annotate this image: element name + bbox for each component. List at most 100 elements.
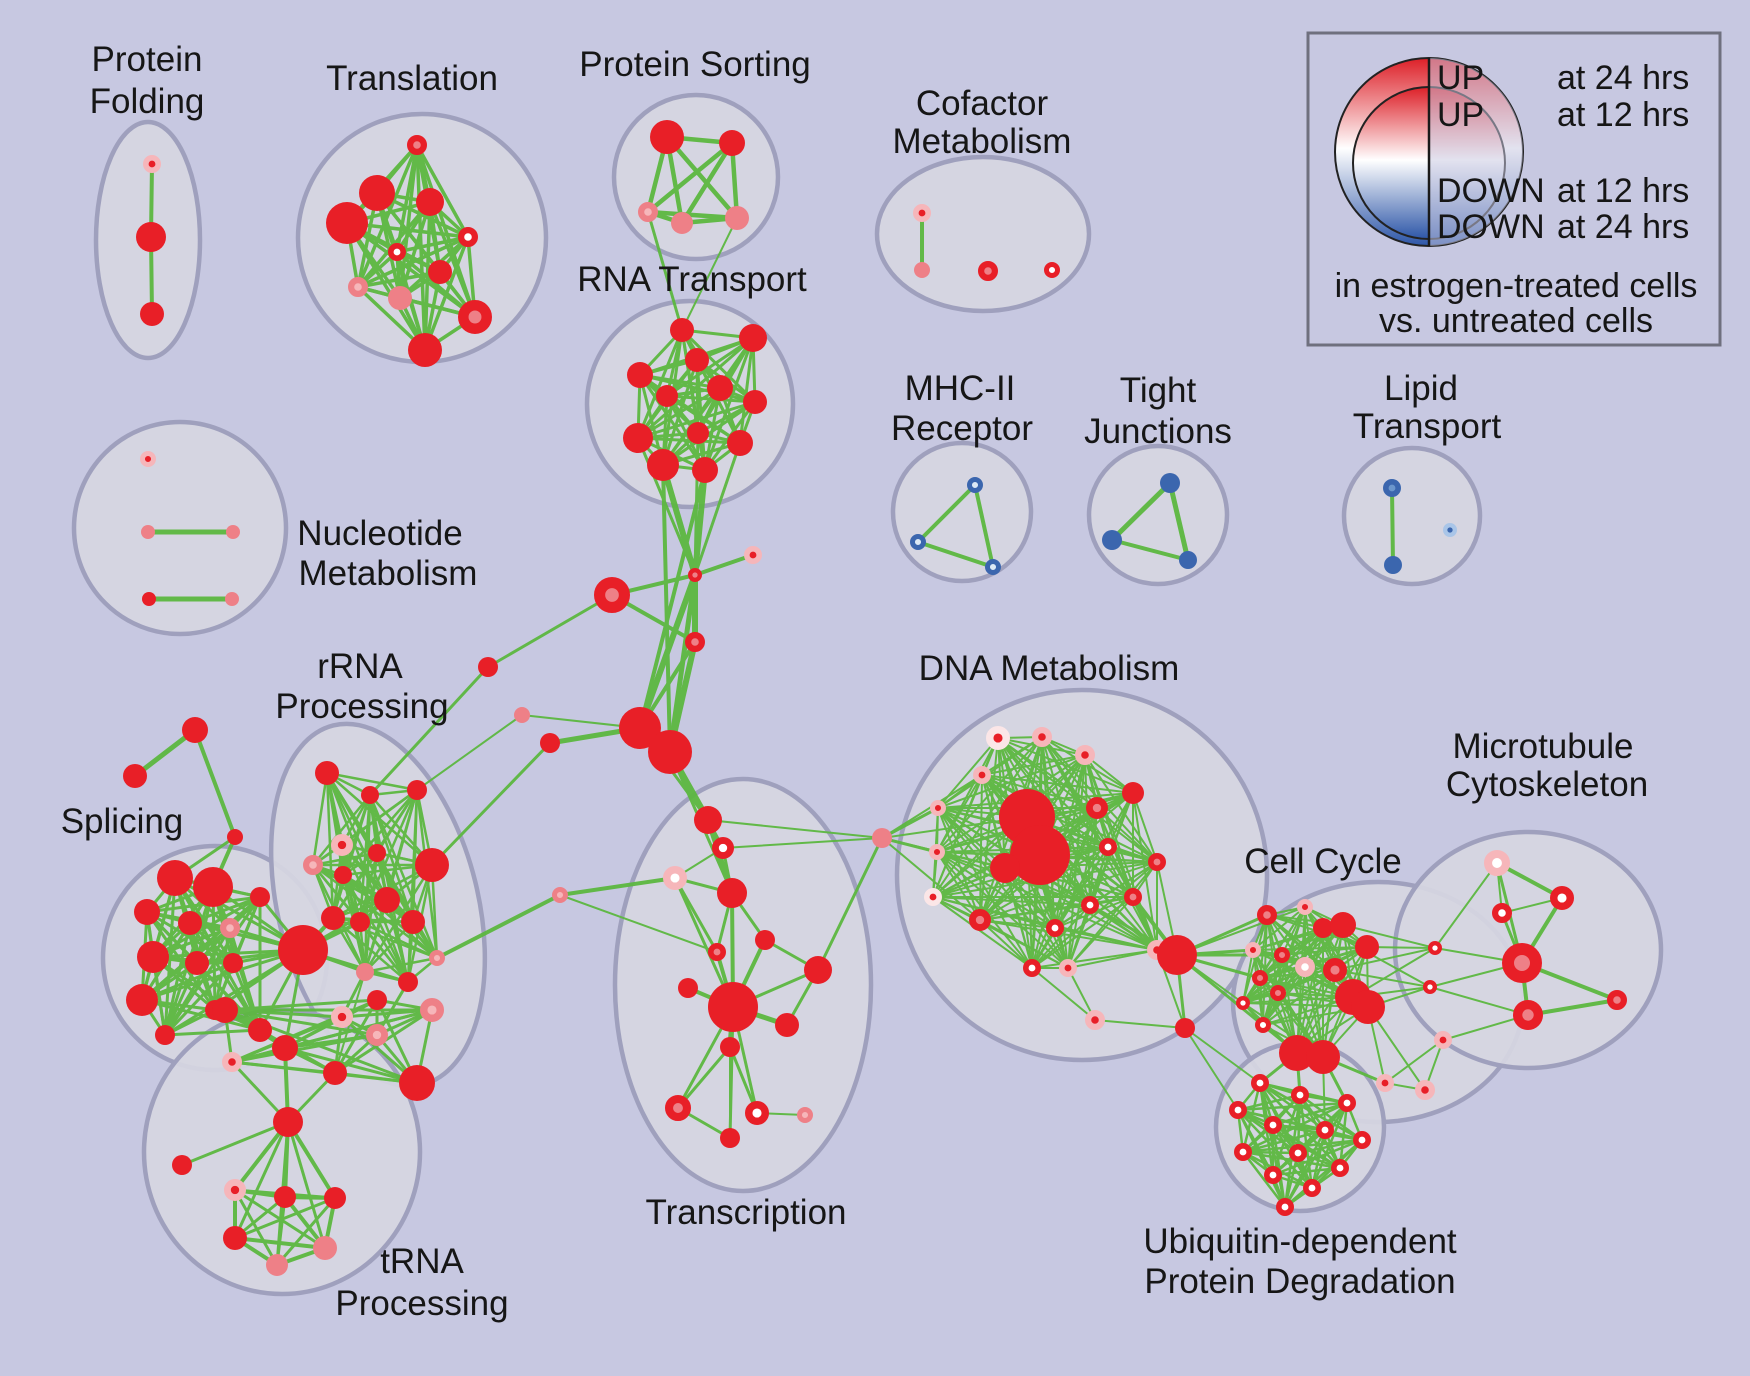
transcription-edge <box>707 819 883 839</box>
cell-cycle-edge <box>1281 946 1368 956</box>
cell-cycle-edge <box>1252 906 1306 951</box>
ubiquitin-degradation-node <box>1276 1198 1295 1217</box>
translation-node <box>326 202 368 244</box>
translation-node <box>457 299 492 334</box>
rrna-processing-node <box>398 972 418 992</box>
microtubule-cytoskeleton-edge <box>1526 998 1619 1017</box>
protein-folding-node <box>136 222 166 252</box>
cell-cycle-edge <box>1242 966 1306 1004</box>
microtubule-cytoskeleton-node <box>1376 1074 1395 1093</box>
rrna-trna-bridge-node <box>420 997 445 1022</box>
microtubule-cytoskeleton-node <box>1428 940 1443 955</box>
translation-node <box>388 242 407 261</box>
translation-node <box>407 135 428 156</box>
bridge-edge <box>368 665 490 797</box>
dna-metabolism-node <box>1081 895 1100 914</box>
trna-processing-node <box>324 1187 346 1209</box>
dna-south-node <box>1084 1009 1105 1030</box>
ubiquitin-degradation-edge <box>1271 1123 1287 1209</box>
dna-metabolism-edge <box>936 736 1043 853</box>
splicing-edge <box>163 895 262 1037</box>
cell-cycle-node <box>1269 984 1286 1001</box>
cell-cycle-node <box>1294 956 1315 977</box>
rna-transport-edge <box>703 386 722 472</box>
mhc-ii-receptor-node <box>966 477 983 494</box>
central-hub-node <box>594 577 631 614</box>
cluster-bubble-nucleotide-metabolism <box>71 419 289 637</box>
rna-transport-edge <box>665 394 757 404</box>
dna-metabolism-edge <box>932 896 1033 969</box>
central-hub-node <box>619 707 661 749</box>
trna-processing-edge <box>233 1120 290 1240</box>
transcription-node <box>720 1128 740 1148</box>
rrna-processing-edge <box>368 793 439 960</box>
cluster-label-processing: Processing <box>335 1284 508 1323</box>
dna-metabolism-node <box>929 799 946 816</box>
dna-metabolism-edge <box>1054 927 1158 951</box>
cluster-label-ubiquitin-dependent: Ubiquitin-dependent <box>1143 1222 1457 1261</box>
ubiquitin-degradation-edge <box>1271 1138 1364 1177</box>
transcription-edge <box>676 1045 732 1110</box>
splicing-edge <box>151 948 305 959</box>
bridge-edge <box>1094 1019 1186 1029</box>
microtubule-cytoskeleton-edge <box>1429 986 1529 1016</box>
splicing-edge <box>163 948 305 1037</box>
cluster-label-translation: Translation <box>326 59 498 98</box>
bridge-edge <box>661 463 672 754</box>
rrna-processing-edge <box>358 851 379 924</box>
ubiquitin-degradation-node <box>1316 1121 1335 1140</box>
transcription-node <box>694 806 722 834</box>
transcription-node <box>717 878 747 908</box>
tight-junctions-node <box>1179 551 1197 569</box>
rna-transport-edge <box>665 394 742 445</box>
trna-processing-node <box>313 1236 337 1260</box>
rna-transport-node <box>692 457 718 483</box>
bridge-edge <box>1334 947 1436 971</box>
cell-cycle-edge <box>1242 996 1354 1004</box>
cluster-label-cytoskeleton: Cytoskeleton <box>1446 765 1648 804</box>
cell-cycle-node <box>1313 918 1333 938</box>
dna-metabolism-edge <box>997 737 1134 794</box>
cluster-label-dna-metabolism: DNA Metabolism <box>919 649 1180 688</box>
dna-metabolism-node <box>1046 918 1065 937</box>
cluster-label-cell-cycle: Cell Cycle <box>1244 842 1402 881</box>
dna-metabolism-edge <box>1031 807 1098 969</box>
dna-south-node <box>1175 1018 1195 1038</box>
ubiquitin-degradation-node <box>1234 1143 1253 1162</box>
bridge-edge <box>881 837 981 921</box>
cluster-label-rna-transport: RNA Transport <box>577 260 807 299</box>
mhc-ii-receptor-edge <box>973 483 995 569</box>
rna-transport-edge <box>638 373 707 472</box>
rna-transport-node <box>656 385 678 407</box>
ubiquitin-degradation-node <box>1264 1116 1283 1135</box>
rrna-trna-bridge-node <box>331 1005 354 1028</box>
cell-cycle-node <box>1256 904 1277 925</box>
bridge-edge <box>1031 967 1096 1021</box>
transcription-node <box>775 1013 799 1037</box>
transcription-edge <box>558 876 677 897</box>
dna-metabolism-node <box>990 853 1020 883</box>
cluster-bubble-protein-sorting <box>611 92 781 262</box>
translation-edge <box>356 143 419 289</box>
tight-junctions-node <box>1102 530 1122 550</box>
legend: UP at 24 hrs UP at 12 hrs DOWN at 12 hrs DOWN a… <box>1306 31 1722 347</box>
lipid-transport-node <box>1443 522 1458 537</box>
rna-transport-edge <box>703 336 755 472</box>
rna-transport-node <box>627 362 653 388</box>
transcription-node <box>872 828 892 848</box>
translation-edge <box>428 200 477 319</box>
bridge-edge <box>693 441 742 577</box>
microtubule-cytoskeleton-edge <box>1384 1039 1444 1084</box>
splicing-node <box>248 1018 272 1042</box>
microtubule-cytoskeleton-node <box>1549 885 1574 910</box>
dna-metabolism-edge <box>1031 949 1158 969</box>
dna-metabolism-edge <box>1067 754 1086 969</box>
cluster-bubble-tight-junctions <box>1086 443 1230 587</box>
bridge-edge <box>1334 969 1431 988</box>
dna-metabolism-edge <box>937 807 981 921</box>
ubiquitin-degradation-node <box>1264 1166 1283 1185</box>
protein-sorting-node <box>650 120 684 154</box>
bridge-edge <box>1184 1027 1239 1111</box>
cell-cycle-node <box>1236 995 1251 1010</box>
